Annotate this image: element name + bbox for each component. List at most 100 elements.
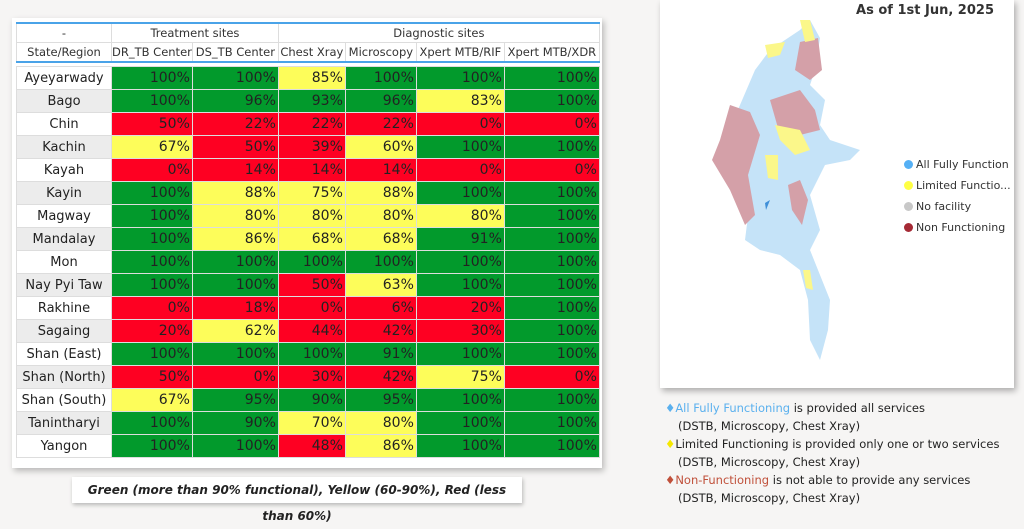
percentage-cell: 22% [191,112,279,136]
legend-label: No facility [916,200,972,213]
percentage-cell: 100% [503,319,600,343]
percentage-cell: 100% [111,89,193,113]
percentage-cell: 100% [277,342,346,366]
map-region-limited-5 [803,270,813,290]
percentage-cell: 100% [111,273,193,297]
percentage-cell: 100% [503,388,600,412]
percentage-cell: 100% [503,342,600,366]
percentage-cell: 75% [277,181,346,205]
functionality-table: - Treatment sites Diagnostic sites State… [16,22,600,458]
percentage-cell: 50% [111,112,193,136]
percentage-cell: 100% [503,89,600,113]
state-cell: Nay Pyi Taw [16,273,112,297]
table-row: Kachin 67% 50% 39% 60% 100% 100% [16,135,600,159]
percentage-cell: 100% [111,66,193,90]
as-of-date: As of 1st Jun, 2025 [856,3,994,18]
percentage-cell: 96% [344,89,417,113]
functionality-table-panel: - Treatment sites Diagnostic sites State… [12,18,602,468]
percentage-cell: 63% [344,273,417,297]
legend-item[interactable]: All Fully Function [904,154,1011,175]
state-cell: Kayah [16,158,112,182]
percentage-cell: 100% [111,250,193,274]
percentage-cell: 42% [344,365,417,389]
state-cell: Mon [16,250,112,274]
percentage-cell: 100% [415,250,505,274]
percentage-cell: 100% [503,411,600,435]
percentage-cell: 80% [277,204,346,228]
percentage-cell: 100% [191,273,279,297]
percentage-cell: 100% [415,135,505,159]
percentage-cell: 88% [191,181,279,205]
percentage-cell: 100% [111,342,193,366]
group-header-treatment: Treatment sites [111,22,279,43]
percentage-cell: 0% [503,158,600,182]
note-highlight: Limited Functioning [675,437,789,451]
diamond-bullet-icon: ♦ [665,437,676,451]
column-header: DS_TB Center [191,42,279,63]
note-highlight: Non-Functioning [675,473,770,487]
percentage-cell: 100% [503,434,600,458]
percentage-cell: 0% [503,365,600,389]
percentage-cell: 50% [111,365,193,389]
table-row: Shan (East) 100% 100% 100% 91% 100% 100% [16,342,600,366]
percentage-cell: 48% [277,434,346,458]
column-header: State/Region [16,42,112,63]
percentage-cell: 80% [344,411,417,435]
percentage-cell: 100% [277,250,346,274]
legend-item[interactable]: Non Functioning [904,217,1011,238]
diamond-bullet-icon: ♦ [665,473,676,487]
state-cell: Ayeyarwady [16,66,112,90]
percentage-cell: 100% [415,434,505,458]
percentage-cell: 100% [415,342,505,366]
state-cell: Shan (South) [16,388,112,412]
percentage-cell: 22% [277,112,346,136]
percentage-cell: 20% [415,296,505,320]
table-row: Chin 50% 22% 22% 22% 0% 0% [16,112,600,136]
percentage-cell: 100% [415,181,505,205]
percentage-cell: 42% [344,319,417,343]
percentage-cell: 80% [344,204,417,228]
legend-label: Limited Functio... [916,179,1011,192]
table-row: Ayeyarwady 100% 100% 85% 100% 100% 100% [16,66,600,90]
state-cell: Kachin [16,135,112,159]
percentage-cell: 93% [277,89,346,113]
table-row: Tanintharyi 100% 90% 70% 80% 100% 100% [16,411,600,435]
legend-item[interactable]: No facility [904,196,1011,217]
percentage-cell: 30% [415,319,505,343]
percentage-cell: 67% [111,135,193,159]
state-cell: Shan (North) [16,365,112,389]
percentage-cell: 90% [277,388,346,412]
map-region-limited-2 [775,125,810,155]
color-key-caption: Green (more than 90% functional), Yellow… [72,477,522,523]
table-row: Bago 100% 96% 93% 96% 83% 100% [16,89,600,113]
percentage-cell: 100% [191,342,279,366]
legend-item[interactable]: Limited Functio... [904,175,1011,196]
map-region-non-east [788,180,808,225]
map-region-fully-dark [765,200,770,210]
percentage-cell: 14% [191,158,279,182]
percentage-cell: 0% [111,158,193,182]
percentage-cell: 68% [277,227,346,251]
state-cell: Mandalay [16,227,112,251]
percentage-cell: 20% [111,319,193,343]
state-cell: Bago [16,89,112,113]
percentage-cell: 95% [191,388,279,412]
percentage-cell: 60% [344,135,417,159]
percentage-cell: 75% [415,365,505,389]
table-row: Nay Pyi Taw 100% 100% 50% 63% 100% 100% [16,273,600,297]
percentage-cell: 62% [191,319,279,343]
diamond-bullet-icon: ♦ [665,401,676,415]
note-text: is provided only one or two services [788,437,1000,451]
percentage-cell: 100% [503,227,600,251]
table-row: Magway 100% 80% 80% 80% 80% 100% [16,204,600,228]
state-cell: Sagaing [16,319,112,343]
status-note: ♦All Fully Functioning is provided all s… [665,399,999,417]
table-row: Kayah 0% 14% 14% 14% 0% 0% [16,158,600,182]
percentage-cell: 30% [277,365,346,389]
percentage-cell: 0% [503,112,600,136]
percentage-cell: 68% [344,227,417,251]
percentage-cell: 22% [344,112,417,136]
percentage-cell: 70% [277,411,346,435]
table-row: Sagaing 20% 62% 44% 42% 30% 100% [16,319,600,343]
legend-dot-icon [904,223,913,232]
